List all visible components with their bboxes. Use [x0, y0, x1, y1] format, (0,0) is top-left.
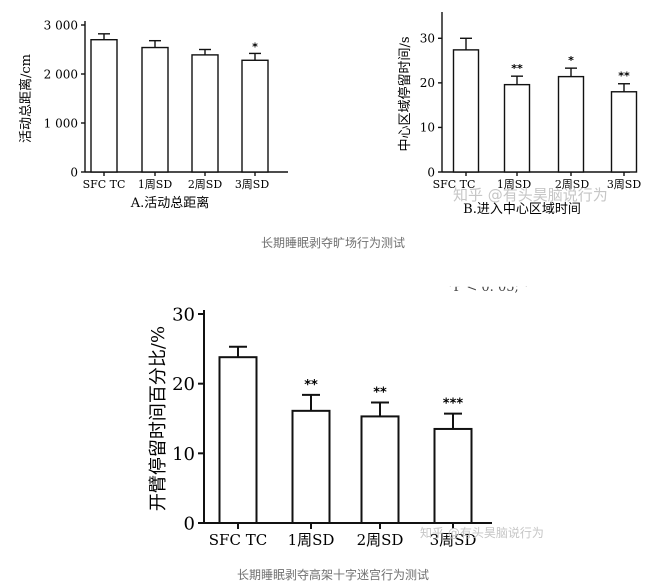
bar	[291, 409, 331, 524]
caption-plus-maze: 长期睡眠剥夺高架十字迷宫行为测试	[236, 568, 429, 582]
bar	[610, 91, 638, 173]
y-tick-label: 20	[172, 374, 195, 395]
y-tick-label: 30	[172, 304, 195, 325]
y-axis-label: 活动总距离/cm	[18, 54, 34, 143]
caption-open-field: 长期睡眠剥夺旷场行为测试	[260, 236, 405, 250]
y-tick-label: 2 000	[44, 67, 78, 81]
significance-marker: **	[618, 70, 630, 83]
bar	[360, 415, 400, 524]
bar	[241, 59, 269, 173]
y-tick-label: 0	[184, 513, 195, 534]
significance-marker: *	[568, 54, 574, 67]
y-tick-label: 3 000	[44, 18, 78, 32]
category-label: 1周SD	[288, 531, 335, 549]
category-label: 1周SD	[497, 178, 532, 191]
bar	[191, 54, 219, 173]
watermark-1: 知乎 @有头昊脑说行为	[453, 186, 608, 204]
category-label: SFC TC	[433, 178, 476, 191]
bar	[503, 83, 531, 173]
category-label: 2周SD	[188, 178, 223, 191]
significance-marker: **	[304, 378, 318, 393]
y-axis-label: 开臂停留时间百分比/%	[148, 326, 169, 511]
category-label: SFC TC	[209, 531, 267, 549]
y-tick-label: 10	[172, 444, 195, 465]
category-label: 3周SD	[430, 531, 477, 549]
bar	[141, 46, 169, 173]
bar	[218, 356, 258, 525]
y-tick-label: 30	[420, 32, 435, 46]
bar	[557, 75, 585, 173]
bar	[90, 39, 118, 173]
category-label: 3周SD	[607, 178, 642, 191]
category-label: 1周SD	[138, 178, 173, 191]
chart-a-total-distance: 0 1 000 2 000 3 000 SFC TC 1周SD 2周SD * 3周SD 活动总距离…	[18, 18, 288, 211]
y-tick-label: 20	[420, 76, 435, 90]
chart-b-center-time: 0 10 20 30 SFC TC ** 1周SD * 2周SD ** 3周SD 中心区域停留时间/s…	[397, 12, 642, 217]
significance-marker: **	[511, 62, 523, 75]
significance-marker: ***	[443, 397, 464, 412]
chart-title: B.进入中心区域时间	[463, 202, 581, 217]
watermark-2: 知乎 @有头昊脑说行为	[420, 526, 544, 540]
bar	[433, 427, 473, 524]
y-tick-label: 1 000	[44, 116, 78, 130]
y-tick-label: 0	[427, 165, 435, 179]
category-label: 2周SD	[357, 531, 404, 549]
stray-text: *P < 0. 05; *	[447, 280, 530, 295]
y-tick-label: 0	[70, 165, 78, 179]
bar	[452, 49, 480, 173]
category-label: 3周SD	[235, 178, 270, 191]
category-label: SFC TC	[83, 178, 126, 191]
y-axis-label: 中心区域停留时间/s	[397, 36, 413, 151]
y-tick-label: 10	[420, 121, 435, 135]
significance-marker: **	[373, 385, 387, 400]
significance-marker: *	[252, 40, 258, 53]
category-label: 2周SD	[555, 178, 590, 191]
chart-c-open-arm-time: 0 10 20 30 SFC TC ** 1周SD ** 2周SD *** 3周SD 开臂停留时间百分…	[148, 304, 492, 549]
chart-title: A.活动总距离	[130, 195, 210, 211]
